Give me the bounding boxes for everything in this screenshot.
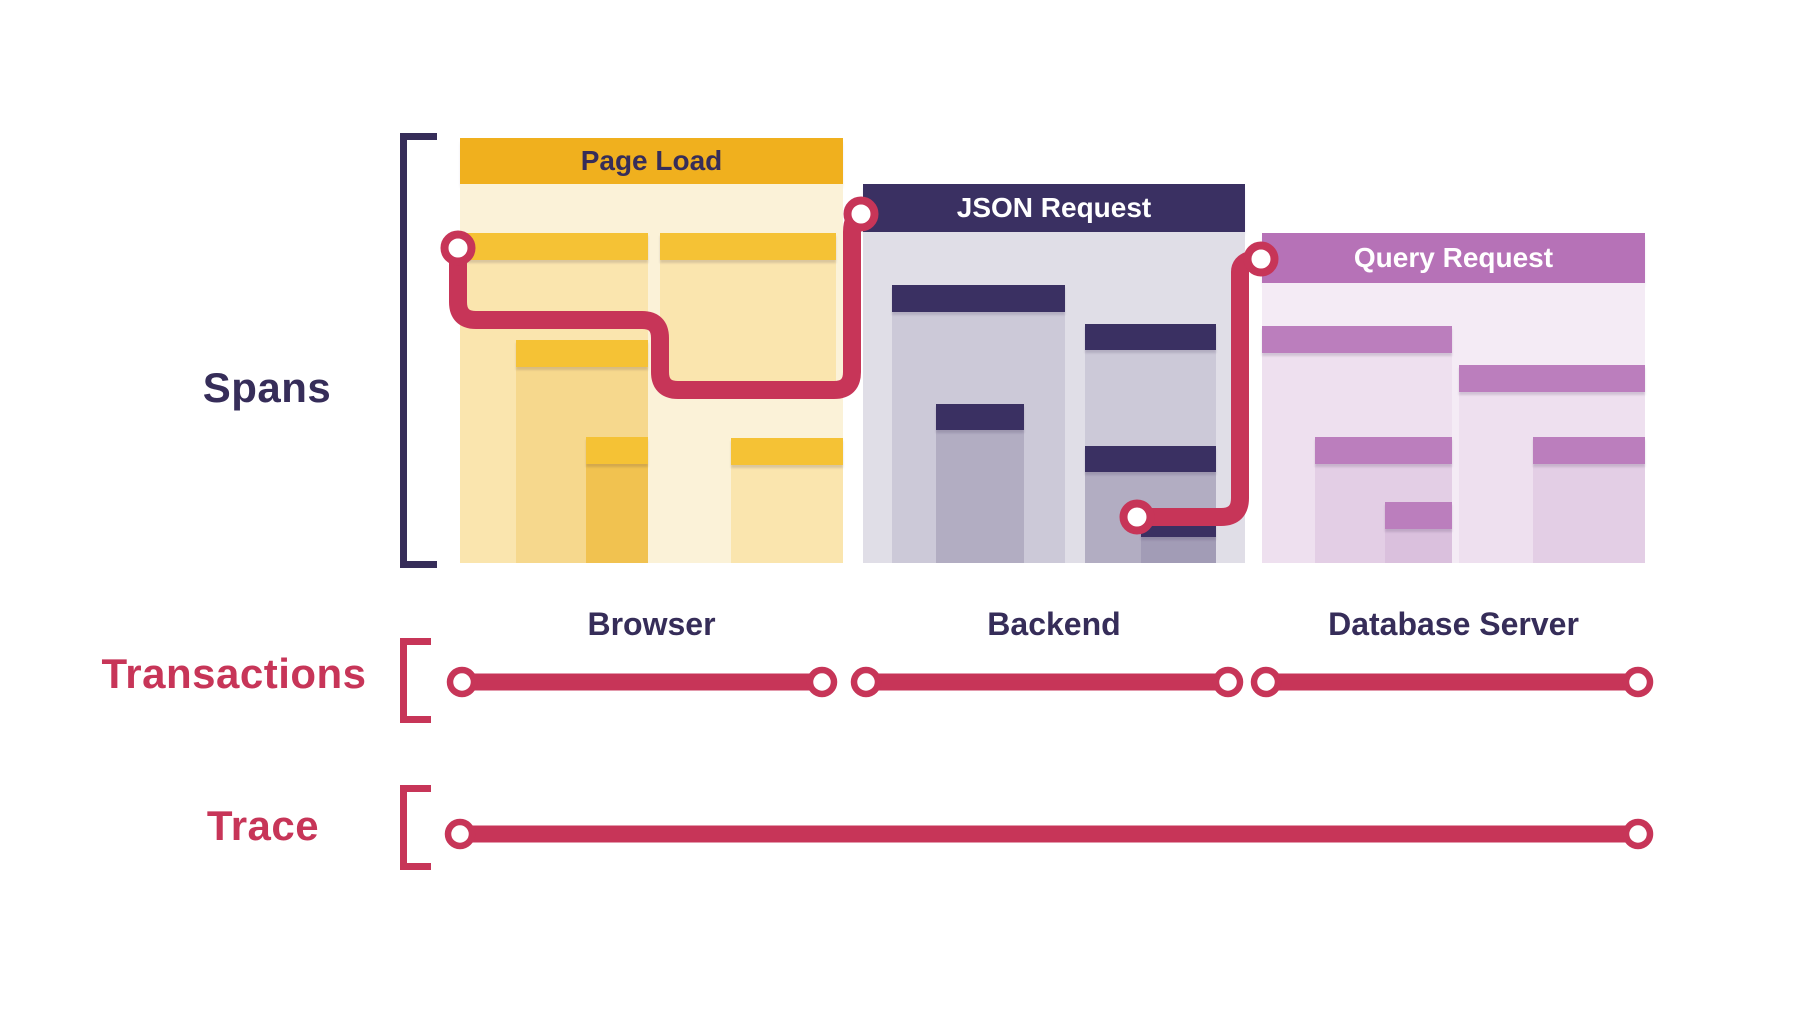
json-request-header-bar: JSON Request	[863, 184, 1245, 232]
span-bar	[1085, 446, 1216, 472]
span-bar	[1085, 324, 1216, 350]
transaction-endpoint-icon	[446, 666, 478, 698]
trace-label: Trace	[206, 802, 320, 849]
spans-bracket	[400, 133, 437, 568]
span-body	[660, 260, 836, 390]
browser-span-panel: Page Load	[460, 138, 843, 563]
span-body	[1385, 529, 1452, 563]
transaction-endpoint-icon	[1250, 666, 1282, 698]
span-body	[731, 465, 843, 563]
span-bar	[586, 437, 648, 464]
backend-caption: Backend	[987, 606, 1121, 642]
span-body	[586, 464, 648, 563]
span-bar	[1262, 326, 1452, 353]
trace-endpoint-icon	[444, 818, 476, 850]
transaction-endpoint-icon	[850, 666, 882, 698]
span-body	[1141, 537, 1216, 563]
transaction-endpoint-icon	[1212, 666, 1244, 698]
trace-bracket	[400, 785, 431, 870]
span-bar	[1385, 502, 1452, 529]
span-bar	[1459, 365, 1645, 392]
transactions-bracket	[400, 638, 431, 723]
span-bar	[1533, 437, 1645, 464]
span-bar	[936, 404, 1024, 430]
database-span-panel: Query Request	[1262, 233, 1645, 563]
span-bar	[892, 285, 1065, 312]
span-bar	[731, 438, 843, 465]
query-request-header-bar: Query Request	[1262, 233, 1645, 283]
page-load-title: Page Load	[580, 145, 723, 176]
span-bar	[660, 233, 836, 260]
span-bar	[516, 340, 648, 367]
span-body	[1085, 350, 1216, 446]
transactions-label: Transactions	[101, 650, 367, 697]
json-request-title: JSON Request	[956, 192, 1152, 223]
backend-span-panel: JSON Request	[863, 184, 1245, 563]
span-bar	[460, 233, 648, 260]
trace-endpoint-icon	[1622, 818, 1654, 850]
database-caption: Database Server	[1328, 606, 1579, 642]
span-body	[936, 430, 1024, 563]
transaction-endpoint-icon	[1622, 666, 1654, 698]
spans-label: Spans	[202, 364, 332, 411]
span-bar	[1315, 437, 1452, 464]
query-request-title: Query Request	[1353, 242, 1554, 273]
browser-caption: Browser	[587, 606, 716, 642]
page-load-header-bar: Page Load	[460, 138, 843, 184]
span-bar	[1141, 511, 1216, 537]
transaction-endpoint-icon	[806, 666, 838, 698]
span-body	[1533, 464, 1645, 563]
